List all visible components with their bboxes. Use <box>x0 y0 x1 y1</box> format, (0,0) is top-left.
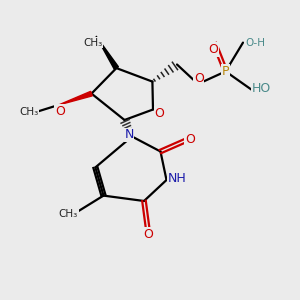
Text: N: N <box>124 128 134 142</box>
Text: CH₃: CH₃ <box>19 107 38 117</box>
Text: O: O <box>143 228 153 241</box>
Text: CH₃: CH₃ <box>83 38 103 48</box>
Text: P: P <box>222 65 230 78</box>
Polygon shape <box>96 36 118 69</box>
Text: CH₃: CH₃ <box>59 209 78 219</box>
Text: O-H: O-H <box>245 38 265 49</box>
Text: O: O <box>185 133 195 146</box>
Text: O: O <box>55 105 65 118</box>
Text: O: O <box>208 43 218 56</box>
Text: HO: HO <box>251 82 271 95</box>
Text: O: O <box>194 72 204 85</box>
Text: O: O <box>155 106 164 120</box>
Polygon shape <box>58 91 92 105</box>
Text: NH: NH <box>168 172 187 185</box>
